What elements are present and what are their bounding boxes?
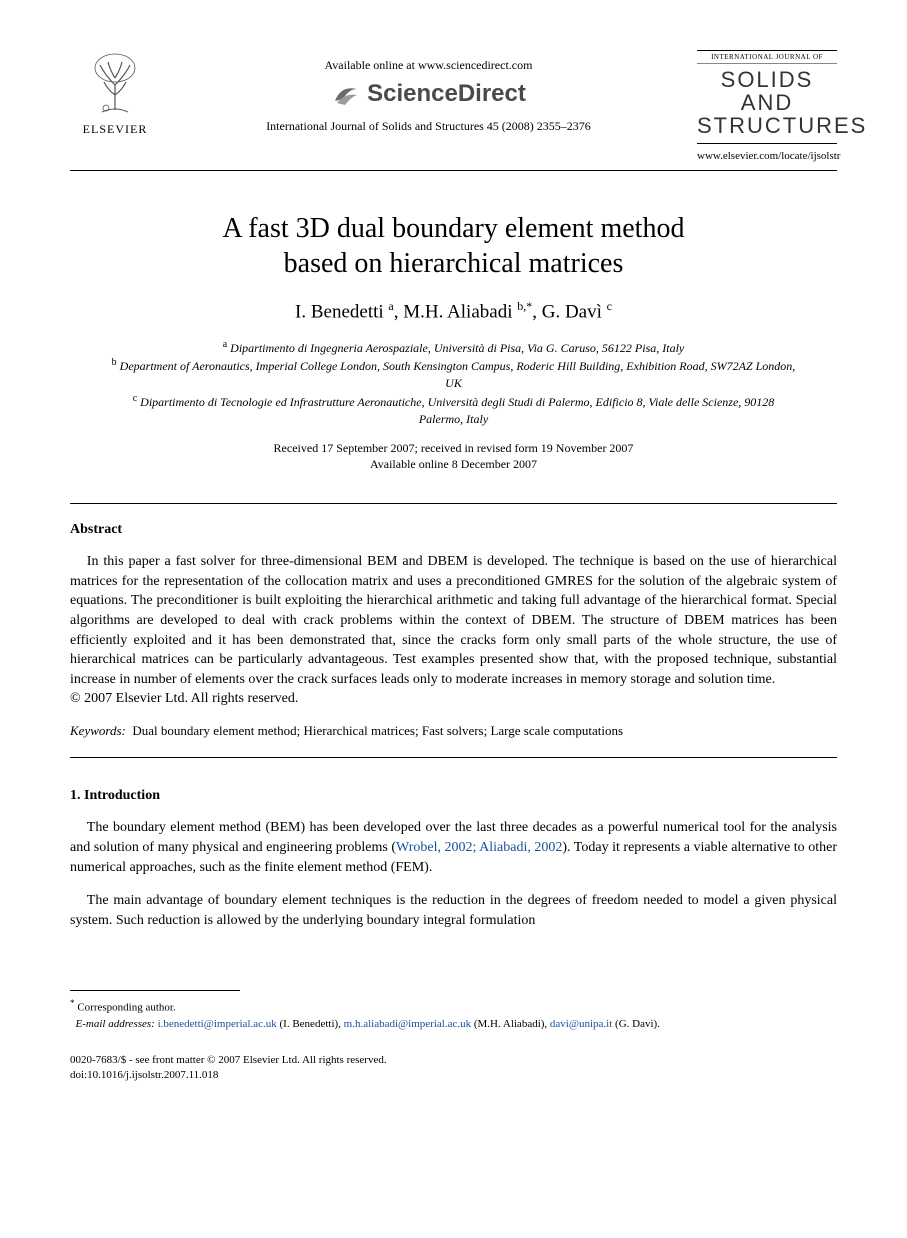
journal-reference: International Journal of Solids and Stru… bbox=[266, 119, 591, 134]
header-separator bbox=[70, 170, 837, 171]
authors-line: I. Benedetti a, M.H. Aliabadi b,*, G. Da… bbox=[70, 299, 837, 323]
author-1: I. Benedetti bbox=[295, 302, 384, 323]
intro-para-2: The main advantage of boundary element t… bbox=[70, 891, 837, 930]
dates-line2: Available online 8 December 2007 bbox=[370, 457, 537, 471]
intro-p1-cite[interactable]: Wrobel, 2002; Aliabadi, 2002 bbox=[396, 840, 562, 855]
author-2: M.H. Aliabadi bbox=[403, 302, 512, 323]
journal-url: www.elsevier.com/locate/ijsolstr bbox=[697, 150, 837, 162]
email-3-name: (G. Davì). bbox=[615, 1018, 660, 1030]
abstract-heading: Abstract bbox=[70, 522, 837, 538]
elsevier-tree-icon bbox=[80, 50, 150, 120]
article-title: A fast 3D dual boundary element method b… bbox=[110, 211, 797, 281]
available-online-text: Available online at www.sciencedirect.co… bbox=[325, 58, 533, 73]
elsevier-label: ELSEVIER bbox=[83, 122, 148, 137]
abstract-top-rule bbox=[70, 503, 837, 504]
email-1-name: (I. Benedetti), bbox=[280, 1018, 341, 1030]
email-2-name: (M.H. Aliabadi), bbox=[474, 1018, 547, 1030]
affil-a: Dipartimento di Ingegneria Aerospaziale,… bbox=[230, 341, 684, 355]
affil-b: Department of Aeronautics, Imperial Coll… bbox=[120, 359, 796, 390]
author-2-sup: b,* bbox=[517, 299, 532, 313]
footnote-rule bbox=[70, 990, 240, 991]
journal-logo-line2: STRUCTURES bbox=[697, 113, 867, 138]
intro-heading: 1. Introduction bbox=[70, 788, 837, 804]
sciencedirect-swoosh-icon bbox=[331, 79, 361, 109]
abstract-copyright: © 2007 Elsevier Ltd. All rights reserved… bbox=[70, 691, 837, 707]
header-row: ELSEVIER Available online at www.science… bbox=[70, 50, 837, 162]
journal-cover-logo: INTERNATIONAL JOURNAL OF SOLIDS AND STRU… bbox=[697, 50, 837, 162]
journal-logo-line1: SOLIDS AND bbox=[721, 67, 814, 115]
author-1-sup: a bbox=[388, 299, 393, 313]
author-3-sup: c bbox=[607, 299, 612, 313]
journal-logo-main: SOLIDS AND STRUCTURES bbox=[697, 64, 837, 144]
article-page: ELSEVIER Available online at www.science… bbox=[0, 0, 907, 1124]
email-2[interactable]: m.h.aliabadi@imperial.ac.uk bbox=[344, 1018, 471, 1030]
email-3[interactable]: davi@unipa.it bbox=[550, 1018, 612, 1030]
sciencedirect-logo: ScienceDirect bbox=[331, 79, 526, 109]
affil-c: Dipartimento di Tecnologie ed Infrastrut… bbox=[140, 395, 774, 426]
email-1[interactable]: i.benedetti@imperial.ac.uk bbox=[158, 1018, 277, 1030]
affiliations: a Dipartimento di Ingegneria Aerospazial… bbox=[110, 338, 797, 428]
title-line1: A fast 3D dual boundary element method bbox=[223, 213, 685, 244]
bottom-block: 0020-7683/$ - see front matter © 2007 El… bbox=[70, 1053, 837, 1084]
journal-logo-top-line: INTERNATIONAL JOURNAL OF bbox=[697, 50, 837, 64]
footnote-block: * Corresponding author. E-mail addresses… bbox=[70, 997, 837, 1033]
front-matter-line: 0020-7683/$ - see front matter © 2007 El… bbox=[70, 1054, 387, 1066]
center-header: Available online at www.sciencedirect.co… bbox=[160, 50, 697, 134]
email-addresses-label: E-mail addresses: bbox=[76, 1018, 155, 1030]
dates-line1: Received 17 September 2007; received in … bbox=[274, 441, 634, 455]
article-dates: Received 17 September 2007; received in … bbox=[70, 440, 837, 474]
corresponding-author-label: Corresponding author. bbox=[77, 1002, 175, 1014]
keywords-text: Dual boundary element method; Hierarchic… bbox=[132, 723, 623, 738]
abstract-body: In this paper a fast solver for three-di… bbox=[70, 552, 837, 689]
intro-para-1: The boundary element method (BEM) has be… bbox=[70, 818, 837, 877]
doi-line: doi:10.1016/j.ijsolstr.2007.11.018 bbox=[70, 1069, 218, 1081]
title-line2: based on hierarchical matrices bbox=[284, 248, 624, 279]
author-3: G. Davì bbox=[542, 302, 602, 323]
keywords-label: Keywords: bbox=[70, 723, 126, 738]
elsevier-logo-block: ELSEVIER bbox=[70, 50, 160, 137]
abstract-bottom-rule bbox=[70, 757, 837, 758]
sciencedirect-text: ScienceDirect bbox=[367, 80, 526, 108]
keywords-line: Keywords: Dual boundary element method; … bbox=[70, 723, 837, 739]
